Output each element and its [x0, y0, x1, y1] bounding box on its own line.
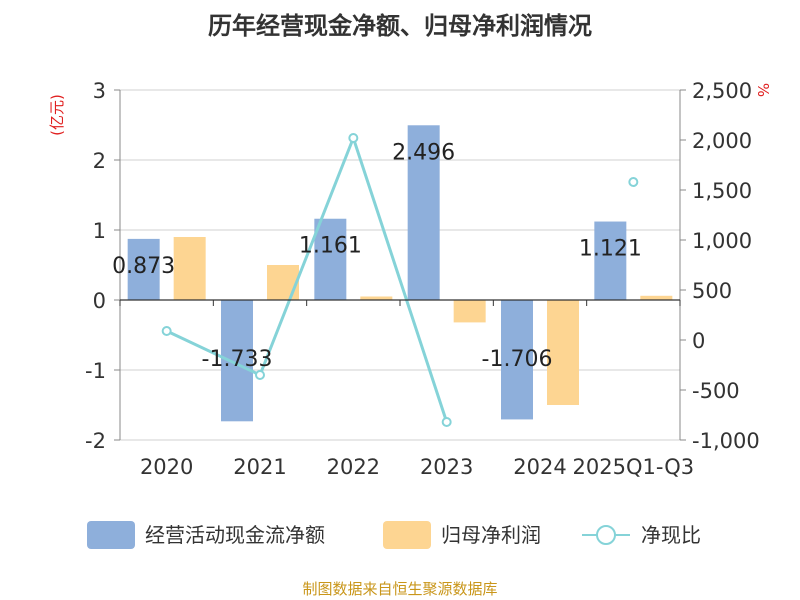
ratio-point: [628, 177, 639, 187]
category-label: 2023: [420, 455, 473, 479]
bar-cashflow: [501, 300, 533, 420]
bar-profit: [453, 300, 486, 323]
category-label: 2022: [327, 455, 380, 479]
bar-value-label: 1.121: [579, 237, 642, 262]
left-tick-label: 2: [93, 149, 106, 173]
legend-swatch-cashflow: [87, 521, 135, 549]
right-tick-label: 1,500: [692, 179, 752, 203]
legend: 经营活动现金流净额 归母净利润 净现比: [87, 521, 701, 549]
chart-title: 历年经营现金净额、归母净利润情况: [208, 12, 592, 40]
right-tick-label: 500: [692, 279, 732, 303]
bar-value-label: 2.496: [392, 140, 455, 165]
bar-value-label: -1.706: [482, 347, 553, 372]
category-label: 2024: [513, 455, 566, 479]
bar-profit: [360, 296, 393, 300]
category-label: 2021: [233, 455, 286, 479]
bar-cashflow: [314, 218, 347, 300]
data-labels: 0.873 -1.733 1.161 2.496 -1.706 1.121: [112, 140, 642, 372]
source-note: 制图数据来自恒生聚源数据库: [302, 580, 497, 598]
ratio-point: [348, 133, 359, 143]
bar-value-label: -1.733: [202, 347, 273, 372]
legend-label-ratio: 净现比: [641, 523, 701, 547]
left-tick-label: -2: [85, 429, 106, 453]
left-tick-label: 1: [93, 219, 106, 243]
category-label: 2020: [140, 455, 193, 479]
legend-marker-ratio: [596, 525, 616, 545]
right-tick-label: 1,000: [692, 229, 752, 253]
bar-marks: [127, 125, 673, 422]
bar-value-label: 0.873: [112, 254, 175, 279]
bar-profit: [173, 237, 206, 300]
right-axis-label: %: [754, 83, 772, 97]
bar-cashflow: [594, 221, 627, 300]
ratio-point: [161, 326, 172, 336]
right-tick-label: -1,000: [692, 429, 760, 453]
left-tick-label: -1: [85, 359, 106, 383]
axes: -2 -1 0 1 2 3 -1,000 -500 0 500 1,000 1,500 2,000 2,5…: [85, 79, 760, 479]
legend-label-cashflow: 经营活动现金流净额: [145, 523, 325, 547]
line-series: [161, 133, 639, 427]
ratio-point: [441, 417, 452, 427]
left-axis-label: (亿元): [48, 94, 66, 136]
right-tick-label: 2,000: [692, 129, 752, 153]
left-tick-label: 0: [93, 289, 106, 313]
bar-profit: [547, 300, 579, 405]
ratio-line: [166, 133, 449, 423]
category-label: 2025Q1-Q3: [573, 455, 695, 479]
right-tick-label: 2,500: [692, 79, 752, 103]
legend-swatch-profit: [383, 521, 431, 549]
bar-profit: [640, 295, 673, 300]
ratio-point: [255, 370, 265, 380]
bar-cashflow: [127, 238, 160, 300]
bar-value-label: 1.161: [299, 234, 362, 259]
right-tick-label: -500: [692, 379, 740, 403]
bar-profit: [267, 265, 299, 300]
right-tick-label: 0: [692, 329, 705, 353]
left-tick-label: 3: [93, 79, 106, 103]
bar-cashflow: [407, 125, 440, 300]
legend-label-profit: 归母净利润: [441, 523, 541, 547]
